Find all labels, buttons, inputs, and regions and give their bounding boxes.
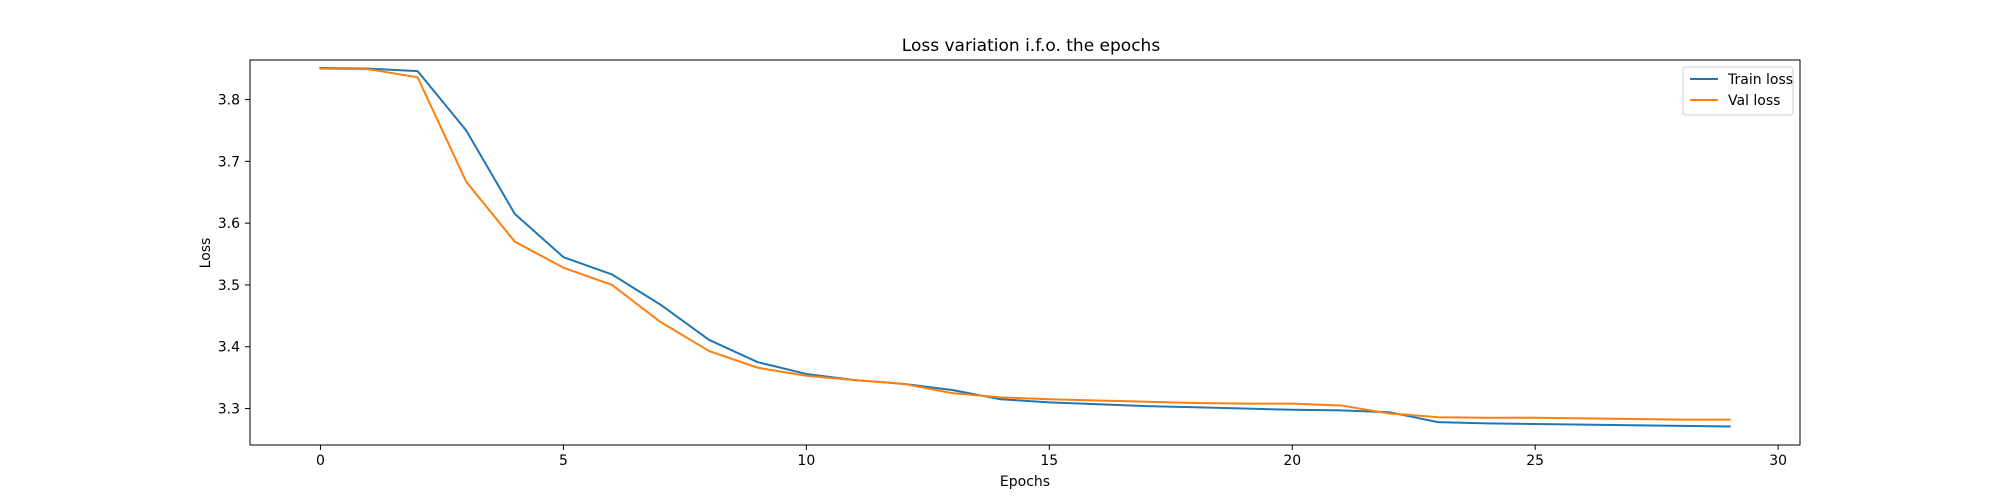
x-tick-label: 30 [1769, 453, 1787, 469]
x-tick-label: 5 [559, 453, 568, 469]
y-tick-label: 3.3 [218, 402, 240, 418]
y-tick-label: 3.8 [218, 93, 240, 109]
x-tick-label: 25 [1526, 453, 1544, 469]
y-tick-label: 3.6 [218, 216, 240, 232]
series-line-val-loss [319, 67, 1731, 421]
series-lines [319, 67, 1731, 428]
legend: Train loss Val loss [1682, 66, 1794, 116]
series-line-train-loss [319, 67, 1731, 428]
plot-area-frame [249, 59, 1801, 446]
y-tick-label: 3.4 [218, 340, 240, 356]
x-axis-ticks: 0 5 10 15 20 25 30 [316, 445, 1787, 469]
x-tick-label: 20 [1283, 453, 1301, 469]
x-tick-label: 15 [1040, 453, 1058, 469]
chart-title: Loss variation i.f.o. the epochs [902, 36, 1161, 56]
x-axis-title: Epochs [1000, 474, 1050, 490]
x-tick-label: 10 [797, 453, 815, 469]
y-tick-label: 3.5 [218, 278, 240, 294]
y-tick-label: 3.7 [218, 154, 240, 170]
legend-label-train-loss: Train loss [1727, 72, 1793, 88]
y-axis-ticks: 3.3 3.4 3.5 3.6 3.7 3.8 [218, 93, 250, 418]
x-tick-label: 0 [316, 453, 325, 469]
legend-label-val-loss: Val loss [1728, 93, 1780, 109]
y-axis-title: Loss [198, 238, 214, 269]
